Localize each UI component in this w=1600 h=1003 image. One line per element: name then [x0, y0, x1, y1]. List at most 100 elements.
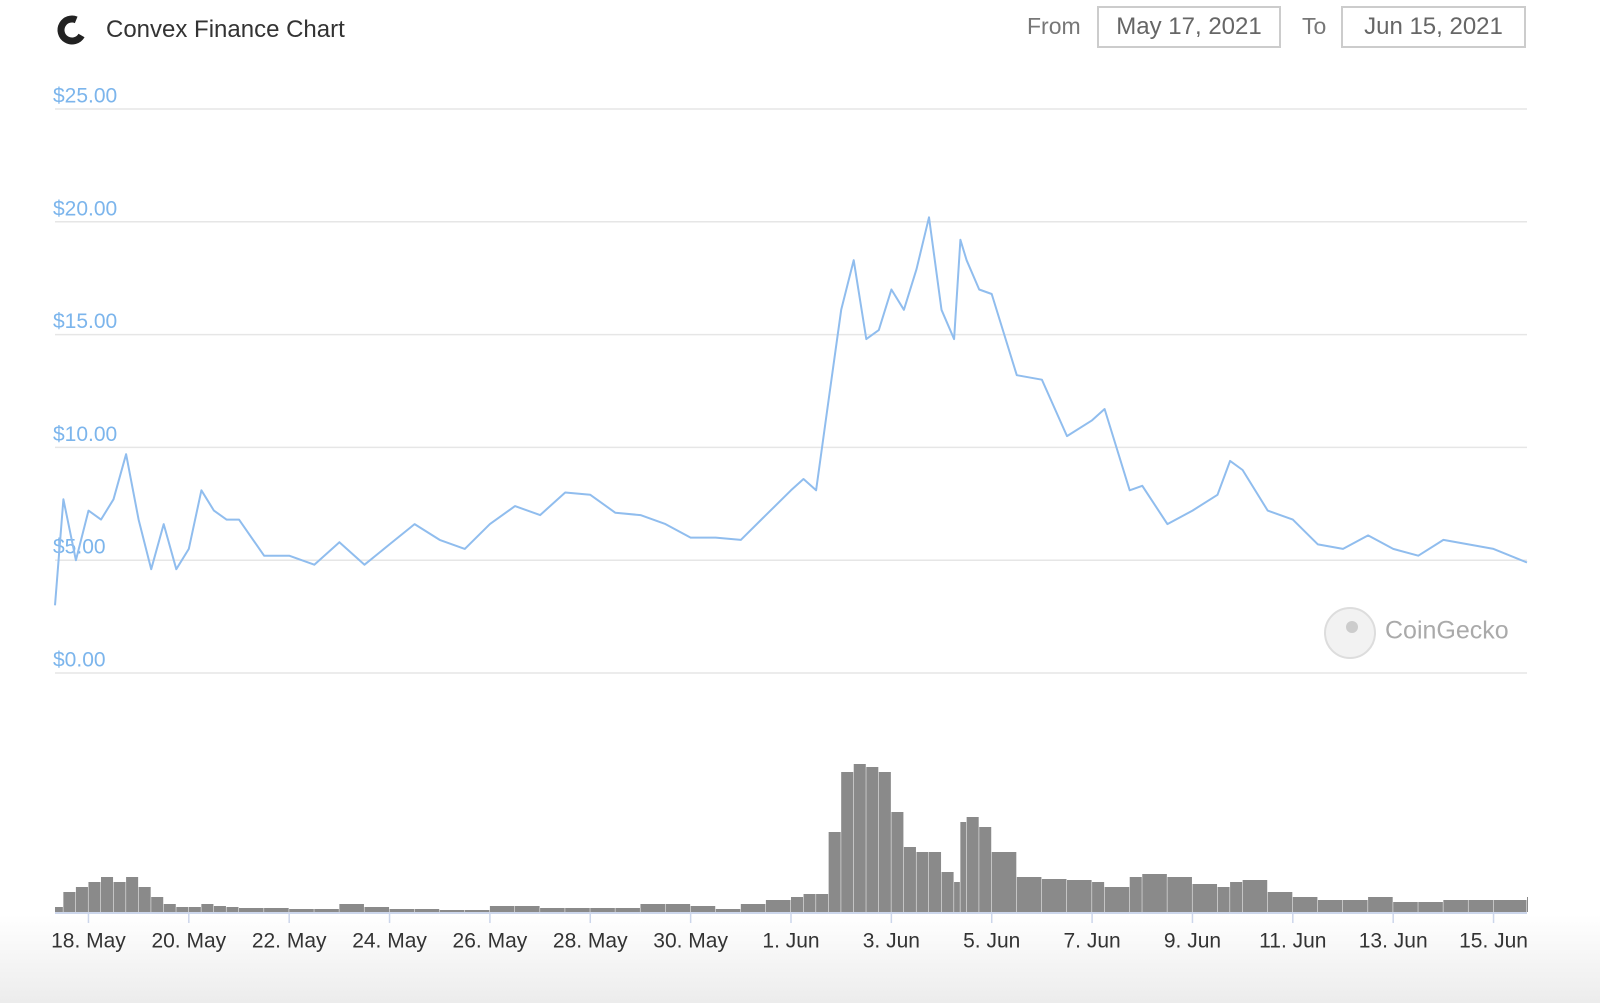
- volume-bar: [929, 852, 942, 912]
- volume-bar: [941, 872, 954, 912]
- logo: [57, 15, 87, 45]
- volume-bar: [954, 882, 960, 912]
- from-label: From: [1027, 13, 1081, 39]
- volume-bar: [489, 906, 515, 912]
- x-tick-label: 24. May: [352, 930, 427, 953]
- y-tick-label: $20.00: [53, 197, 117, 220]
- volume-bar: [239, 908, 264, 912]
- volume-bar: [866, 767, 879, 912]
- volume-bar: [1393, 902, 1418, 912]
- volume-bar: [1230, 882, 1243, 912]
- volume-bar: [55, 907, 63, 912]
- volume-bar: [1292, 897, 1318, 912]
- chart-title: Convex Finance Chart: [106, 16, 345, 43]
- volume-bar: [853, 764, 866, 912]
- x-tick-label: 20. May: [151, 930, 226, 953]
- volume-bar: [176, 907, 189, 912]
- volume-bar: [665, 904, 691, 912]
- volume-bar: [565, 908, 590, 912]
- volume-bar: [1468, 900, 1494, 912]
- x-tick-label: 18. May: [51, 930, 126, 953]
- volume-bar: [126, 877, 139, 912]
- volume-bar: [188, 907, 201, 912]
- volume-bar: [75, 887, 88, 912]
- x-tick-label: 22. May: [252, 930, 327, 953]
- volume-bar: [765, 900, 791, 912]
- volume-bar: [916, 852, 929, 912]
- volume-bar: [1167, 877, 1192, 912]
- x-tick-label: 26. May: [453, 930, 528, 953]
- volume-bar: [960, 822, 967, 912]
- to-date-input[interactable]: Jun 15, 2021: [1341, 6, 1526, 48]
- volume-bar: [740, 904, 766, 912]
- volume-bar: [1016, 877, 1042, 912]
- volume-bar: [1493, 900, 1527, 912]
- volume-bar: [991, 852, 1017, 912]
- volume-bar: [903, 847, 916, 912]
- volume-bar: [979, 827, 992, 912]
- volume-bar: [1041, 879, 1067, 912]
- volume-bar: [615, 908, 640, 912]
- volume-bar: [226, 907, 239, 912]
- x-tick-label: 13. Jun: [1359, 930, 1428, 953]
- volume-bar: [690, 906, 716, 912]
- x-tick-label: 28. May: [553, 930, 628, 953]
- volume-bar: [590, 908, 615, 912]
- x-tick-label: 30. May: [653, 930, 728, 953]
- y-tick-label: $10.00: [53, 423, 117, 446]
- volume-bar: [878, 772, 891, 912]
- volume-bar: [113, 882, 126, 912]
- volume-bar: [1443, 900, 1468, 912]
- x-tick-label: 11. Jun: [1259, 930, 1326, 953]
- volume-bar: [816, 894, 829, 912]
- x-tick-label: 1. Jun: [762, 930, 819, 953]
- volume-bar: [63, 892, 76, 912]
- volume-bar: [364, 907, 390, 912]
- volume-bar: [289, 909, 314, 912]
- volume-bar: [828, 832, 841, 912]
- volume-bar: [515, 906, 540, 912]
- volume-bar: [264, 908, 289, 912]
- y-tick-label: $25.00: [53, 85, 117, 108]
- from-date-input[interactable]: May 17, 2021: [1097, 6, 1281, 48]
- volume-bar: [1192, 884, 1218, 912]
- volume-bar: [715, 909, 741, 912]
- x-tick-label: 15. Jun: [1459, 930, 1528, 953]
- volume-bar: [151, 897, 164, 912]
- y-tick-label: $15.00: [53, 310, 117, 333]
- volume-bar: [464, 910, 490, 912]
- x-tick-label: 5. Jun: [963, 930, 1020, 953]
- volume-bar: [101, 877, 114, 912]
- volume-bar: [1104, 887, 1130, 912]
- volume-bar: [414, 909, 440, 912]
- volume-bar: [1242, 880, 1268, 912]
- volume-bar: [1317, 900, 1343, 912]
- volume-bar: [1129, 877, 1142, 912]
- price-line: [54, 216, 1528, 606]
- volume-bar: [201, 904, 214, 912]
- volume-bar: [1067, 880, 1092, 912]
- volume-bar: [389, 909, 415, 912]
- volume-bar: [163, 904, 176, 912]
- volume-bar: [1217, 887, 1230, 912]
- volume-bar: [339, 904, 364, 912]
- watermark: CoinGecko: [1385, 617, 1509, 645]
- volume-bars: [55, 764, 1528, 912]
- volume-bar: [1368, 897, 1393, 912]
- volume-bar: [791, 897, 804, 912]
- volume-bar: [966, 817, 979, 912]
- volume-bar: [213, 906, 226, 912]
- volume-bar: [1092, 882, 1105, 912]
- volume-bar: [1142, 874, 1167, 912]
- footer-band: [0, 915, 1600, 1003]
- volume-bar: [439, 910, 465, 912]
- volume-bar: [138, 887, 151, 912]
- x-tick-label: 3. Jun: [863, 930, 920, 953]
- volume-bar: [1343, 900, 1368, 912]
- volume-bar: [1527, 897, 1528, 912]
- volume-bar: [803, 894, 816, 912]
- volume-bar: [540, 908, 565, 912]
- volume-bar: [640, 904, 666, 912]
